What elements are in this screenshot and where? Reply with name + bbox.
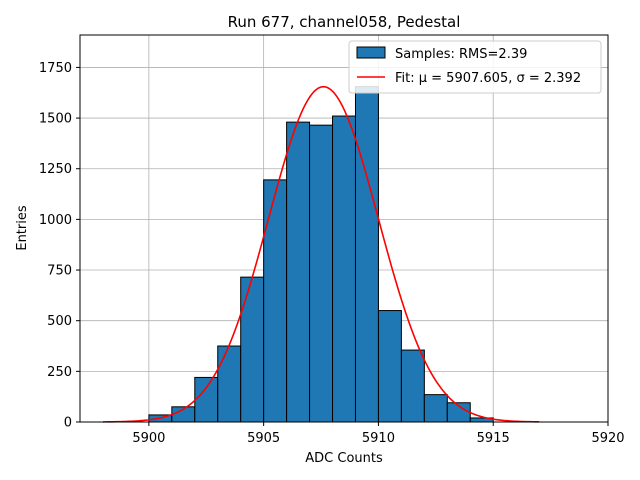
legend-label-fit: Fit: μ = 5907.605, σ = 2.392: [395, 71, 581, 86]
y-tick-label: 1500: [39, 112, 72, 127]
chart-title: Run 677, channel058, Pedestal: [228, 13, 461, 31]
histogram-bar: [332, 115, 356, 423]
histogram-bar: [309, 124, 334, 423]
x-tick-label: 5905: [247, 431, 280, 446]
y-tick-label: 750: [47, 264, 72, 279]
x-tick-label: 5915: [477, 431, 510, 446]
plot-frame: [79, 34, 609, 423]
histogram-bar: [354, 86, 379, 423]
y-tick-label: 1250: [39, 162, 72, 177]
y-tick-label: 250: [47, 365, 72, 380]
legend: Samples: RMS=2.39 Fit: μ = 5907.605, σ =…: [348, 40, 602, 94]
y-axis-ticks: 0 250 500 750 1000 1250 1500 1750: [39, 61, 80, 431]
y-tick-label: 0: [64, 416, 72, 431]
y-axis-label: Entries: [15, 205, 30, 251]
histogram-bar: [400, 349, 425, 423]
histogram-bar: [377, 310, 402, 423]
histogram-bar: [240, 276, 265, 423]
x-tick-label: 5900: [132, 431, 165, 446]
x-axis-ticks: 5900 5905 5910 5915 5920: [132, 422, 625, 446]
legend-swatch-samples: [356, 46, 386, 59]
histogram-bar: [217, 345, 242, 423]
x-tick-label: 5910: [362, 431, 395, 446]
histogram-bar: [286, 121, 311, 423]
y-tick-label: 1750: [39, 61, 72, 76]
x-tick-label: 5920: [591, 431, 624, 446]
histogram-bar: [194, 376, 219, 423]
legend-label-samples: Samples: RMS=2.39: [395, 47, 527, 62]
y-tick-label: 1000: [39, 213, 72, 228]
legend-box: [348, 40, 602, 94]
histogram-bar: [263, 179, 288, 423]
histogram-bars: [148, 86, 494, 423]
x-axis-label: ADC Counts: [305, 451, 383, 466]
y-tick-label: 500: [47, 314, 72, 329]
fit-curve: [102, 85, 540, 423]
histogram-bar: [423, 394, 448, 423]
